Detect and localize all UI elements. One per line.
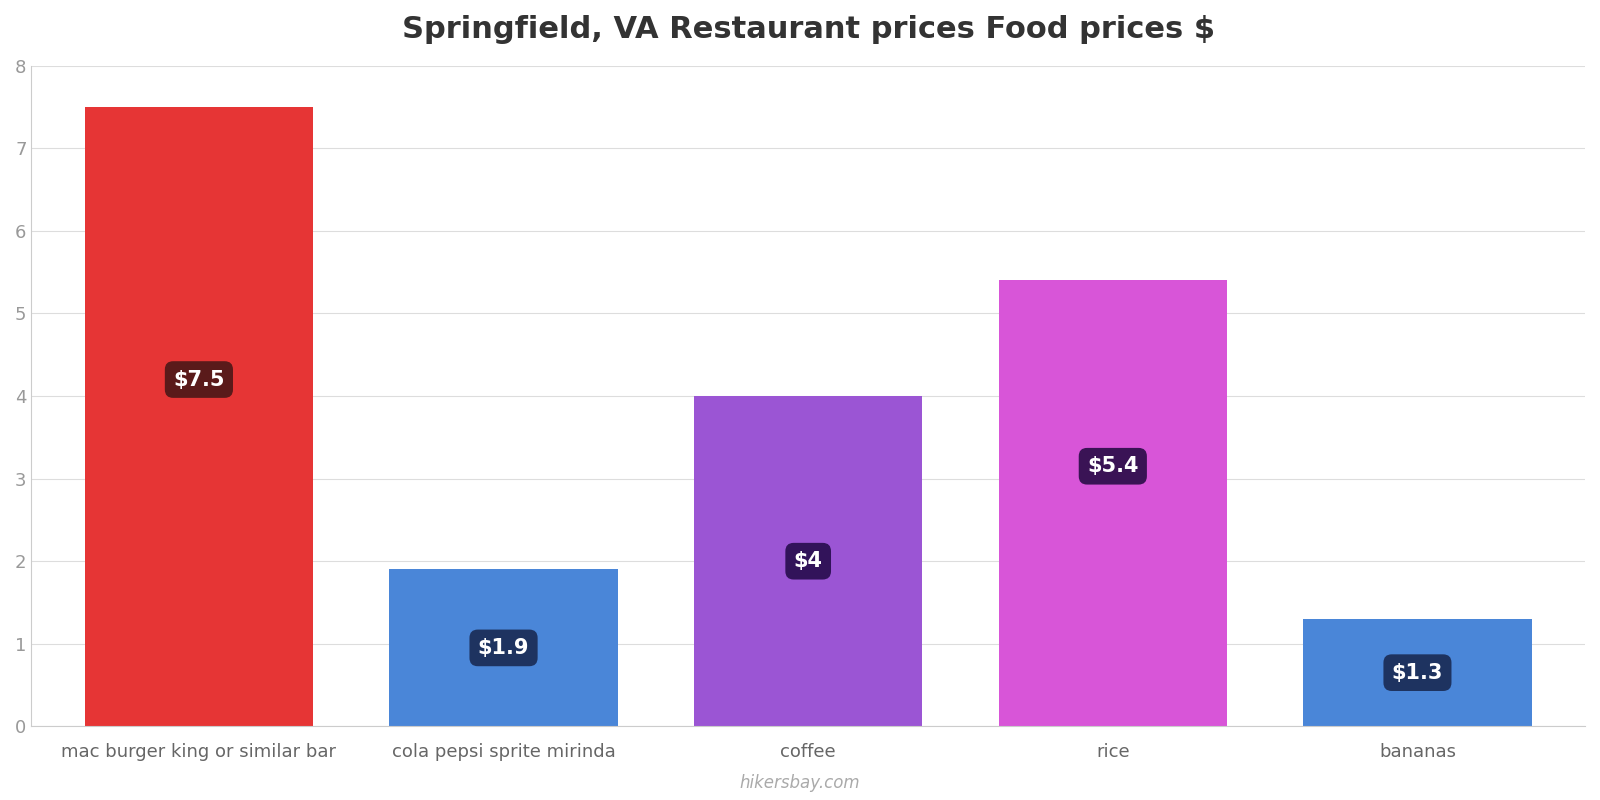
Bar — [85, 107, 314, 726]
Text: $1.9: $1.9 — [478, 638, 530, 658]
Text: $4: $4 — [794, 551, 822, 571]
Title: Springfield, VA Restaurant prices Food prices $: Springfield, VA Restaurant prices Food p… — [402, 15, 1214, 44]
Bar — [1304, 619, 1531, 726]
Text: $1.3: $1.3 — [1392, 662, 1443, 682]
Text: $7.5: $7.5 — [173, 370, 224, 390]
Text: hikersbay.com: hikersbay.com — [739, 774, 861, 792]
Bar — [389, 570, 618, 726]
Bar — [998, 281, 1227, 726]
Text: $5.4: $5.4 — [1086, 456, 1139, 476]
Bar — [694, 396, 923, 726]
